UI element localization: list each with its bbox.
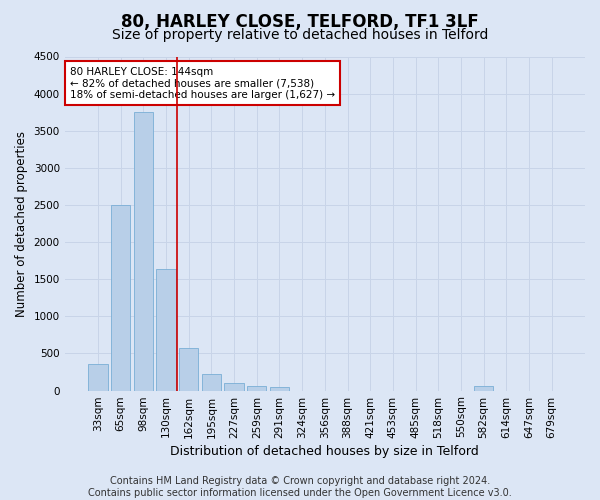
Text: Contains HM Land Registry data © Crown copyright and database right 2024.
Contai: Contains HM Land Registry data © Crown c… bbox=[88, 476, 512, 498]
Bar bbox=[224, 383, 244, 390]
Bar bbox=[270, 387, 289, 390]
Bar bbox=[88, 364, 107, 390]
Text: Size of property relative to detached houses in Telford: Size of property relative to detached ho… bbox=[112, 28, 488, 42]
Bar bbox=[111, 205, 130, 390]
Y-axis label: Number of detached properties: Number of detached properties bbox=[15, 130, 28, 316]
Bar bbox=[202, 374, 221, 390]
X-axis label: Distribution of detached houses by size in Telford: Distribution of detached houses by size … bbox=[170, 444, 479, 458]
Bar bbox=[474, 386, 493, 390]
Text: 80 HARLEY CLOSE: 144sqm
← 82% of detached houses are smaller (7,538)
18% of semi: 80 HARLEY CLOSE: 144sqm ← 82% of detache… bbox=[70, 66, 335, 100]
Bar bbox=[179, 348, 199, 391]
Bar bbox=[247, 386, 266, 390]
Text: 80, HARLEY CLOSE, TELFORD, TF1 3LF: 80, HARLEY CLOSE, TELFORD, TF1 3LF bbox=[121, 12, 479, 30]
Bar bbox=[157, 269, 176, 390]
Bar bbox=[134, 112, 153, 390]
